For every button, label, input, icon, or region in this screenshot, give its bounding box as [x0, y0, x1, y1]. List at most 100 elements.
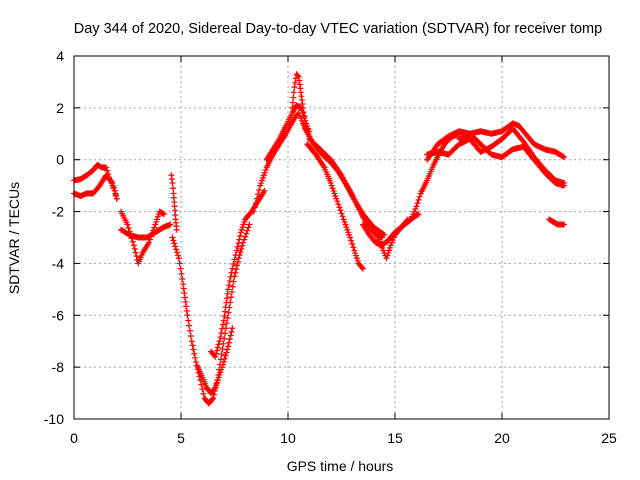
data-point [131, 245, 138, 252]
data-point [181, 294, 188, 301]
data-point [192, 354, 199, 361]
data-point [188, 338, 195, 345]
data-point [192, 358, 199, 365]
data-point [189, 342, 196, 349]
data-series [289, 71, 309, 124]
y-tick-label: -8 [52, 359, 65, 375]
data-point [415, 196, 422, 203]
data-point [233, 247, 240, 254]
data-point [103, 164, 110, 171]
data-point [299, 104, 306, 111]
data-series [424, 120, 568, 163]
data-point [172, 243, 179, 250]
data-point [232, 252, 239, 259]
data-point [413, 203, 420, 210]
y-tick-label: -2 [52, 204, 65, 220]
data-point [289, 99, 296, 106]
data-point [186, 327, 193, 334]
data-point [250, 208, 257, 215]
data-point [226, 336, 233, 343]
data-point [215, 341, 222, 348]
grid [74, 56, 609, 419]
data-point [224, 346, 231, 353]
data-point [170, 237, 177, 244]
data-point [226, 278, 233, 285]
data-point [175, 255, 182, 262]
data-point [210, 395, 217, 402]
data-point [224, 314, 231, 321]
data-series [71, 172, 120, 202]
data-point [217, 334, 224, 341]
data-point [179, 275, 186, 282]
data-point [145, 239, 152, 246]
data-point [183, 307, 190, 314]
data-point [404, 216, 411, 223]
data-point [222, 304, 229, 311]
data-point [113, 195, 120, 202]
data-points [71, 71, 568, 407]
data-point [238, 245, 245, 252]
data-point [180, 285, 187, 292]
data-series [546, 216, 568, 228]
data-point [225, 286, 232, 293]
data-point [245, 224, 252, 231]
data-point [301, 113, 308, 120]
data-point [213, 347, 220, 354]
data-point [186, 322, 193, 329]
data-point [255, 191, 262, 198]
x-tick-label: 5 [177, 430, 185, 446]
data-point [231, 256, 238, 263]
data-series [304, 141, 366, 272]
data-point [108, 178, 115, 185]
data-point [347, 234, 354, 241]
data-point [221, 313, 228, 320]
data-point [229, 325, 236, 332]
data-point [222, 308, 229, 315]
data-series [207, 187, 268, 360]
data-point [256, 186, 263, 193]
data-point [182, 298, 189, 305]
data-point [176, 260, 183, 267]
data-point [109, 180, 116, 187]
data-point [227, 332, 234, 339]
data-point [181, 290, 188, 297]
data-point [229, 283, 236, 290]
data-point [234, 262, 241, 269]
data-point [228, 288, 235, 295]
data-point [174, 252, 181, 259]
data-series [118, 221, 174, 241]
data-point [225, 343, 232, 350]
y-axis-label: SDTVAR / TECUs [6, 182, 22, 294]
data-point [350, 244, 357, 251]
data-point [228, 294, 235, 301]
data-point [300, 109, 307, 116]
data-point [180, 281, 187, 288]
x-tick-label: 10 [280, 430, 296, 446]
data-point [212, 353, 219, 360]
data-point [235, 240, 242, 247]
data-point [234, 243, 241, 250]
data-point [187, 333, 194, 340]
data-point [403, 217, 410, 224]
data-point [111, 187, 118, 194]
data-point [359, 265, 366, 272]
x-tick-label: 15 [387, 430, 403, 446]
data-point [223, 295, 230, 302]
data-point [124, 221, 131, 228]
data-point [184, 312, 191, 319]
axis-ticks [73, 55, 610, 420]
data-point [169, 185, 176, 192]
data-point [228, 328, 235, 335]
data-point [174, 249, 181, 256]
y-tick-label: -6 [52, 307, 65, 323]
data-point [214, 344, 221, 351]
data-point [190, 346, 197, 353]
data-point [416, 193, 423, 200]
data-point [290, 94, 297, 101]
data-point [302, 117, 309, 124]
x-tick-label: 20 [494, 430, 510, 446]
data-series [306, 135, 388, 238]
data-point [177, 265, 184, 272]
data-point [112, 191, 119, 198]
